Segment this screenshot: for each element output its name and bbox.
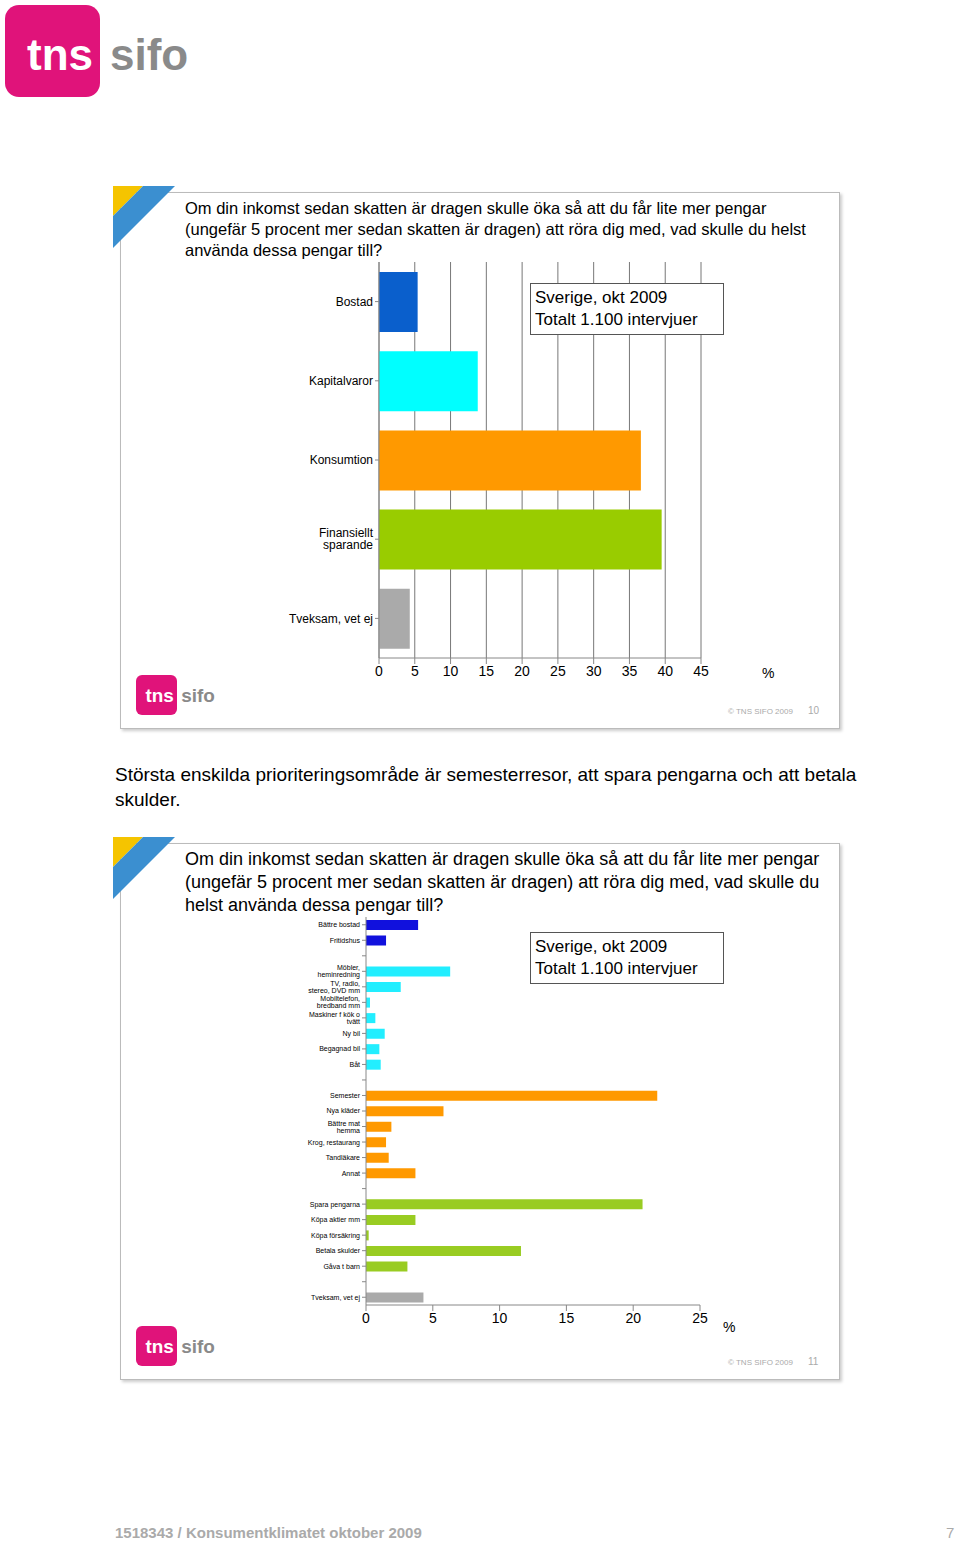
svg-text:0: 0	[375, 663, 383, 679]
svg-text:5: 5	[429, 1310, 437, 1326]
svg-text:Fritidshus: Fritidshus	[330, 937, 361, 944]
svg-text:Mobiltelefon,bredband mm: Mobiltelefon,bredband mm	[317, 995, 360, 1009]
html-text:© TNS SIFO 2009: © TNS SIFO 2009	[728, 1358, 793, 1367]
svg-text:20: 20	[625, 1310, 641, 1326]
svg-text:30: 30	[586, 663, 602, 679]
svg-text:Tveksam, vet ej: Tveksam, vet ej	[289, 612, 373, 626]
svg-text:10: 10	[443, 663, 459, 679]
svg-text:Semester: Semester	[330, 1092, 361, 1099]
svg-text:15: 15	[479, 663, 495, 679]
svg-text:10: 10	[492, 1310, 508, 1326]
svg-text:Maskiner f kök otvätt: Maskiner f kök otvätt	[309, 1011, 360, 1025]
html-text:Sverige, okt 2009: Sverige, okt 2009	[535, 937, 668, 956]
svg-text:Möbler,heminredning: Möbler,heminredning	[318, 964, 361, 979]
html-text:7: 7	[946, 1524, 955, 1541]
svg-text:20: 20	[514, 663, 530, 679]
html-text:tns sifo: tns sifo	[145, 1336, 215, 1357]
svg-text:25: 25	[550, 663, 566, 679]
html-text:Totalt 1.100 intervjuer: Totalt 1.100 intervjuer	[535, 310, 698, 329]
svg-text:Konsumtion: Konsumtion	[310, 453, 373, 467]
html-text:Största enskilda prioriterings: Största enskilda prioriteringsområde är …	[115, 764, 857, 810]
html-text:1518343 / Konsumentklimatet ok: 1518343 / Konsumentklimatet oktober 2009	[115, 1524, 422, 1541]
svg-text:45: 45	[693, 663, 709, 679]
svg-text:15: 15	[559, 1310, 575, 1326]
svg-text:5: 5	[411, 663, 419, 679]
svg-text:TV, radio,stereo, DVD mm: TV, radio,stereo, DVD mm	[308, 980, 360, 994]
html-text:Totalt 1.100 intervjuer: Totalt 1.100 intervjuer	[535, 959, 698, 978]
svg-text:Finansielltsparande: Finansielltsparande	[319, 526, 374, 552]
svg-text:Kapitalvaror: Kapitalvaror	[309, 374, 373, 388]
svg-text:40: 40	[657, 663, 673, 679]
svg-text:25: 25	[692, 1310, 708, 1326]
svg-text:Köpa försäkring: Köpa försäkring	[311, 1232, 360, 1240]
svg-text:Krog, restaurang: Krog, restaurang	[308, 1139, 360, 1147]
html-text:tns: tns	[27, 30, 93, 79]
svg-text:Nya kläder: Nya kläder	[327, 1107, 361, 1115]
svg-text:Ny bil: Ny bil	[342, 1030, 360, 1038]
html-text:Om din inkomst sedan skatten ä: Om din inkomst sedan skatten är dragen s…	[185, 849, 820, 915]
svg-text:Tandläkare: Tandläkare	[326, 1154, 360, 1161]
svg-text:0: 0	[362, 1310, 370, 1326]
svg-text:Spara pengarna: Spara pengarna	[310, 1201, 360, 1209]
svg-text:Köpa aktier mm: Köpa aktier mm	[311, 1216, 360, 1224]
svg-text:Annat: Annat	[342, 1170, 360, 1177]
html-text:© TNS SIFO 2009: © TNS SIFO 2009	[728, 707, 793, 716]
svg-text:Begagnad bil: Begagnad bil	[319, 1045, 360, 1053]
svg-text:Bostad: Bostad	[336, 295, 373, 309]
svg-text:Tveksam, vet ej: Tveksam, vet ej	[311, 1294, 360, 1302]
html-text:Om din inkomst sedan skatten ä: Om din inkomst sedan skatten är dragen s…	[185, 199, 806, 259]
svg-text:Betala skulder: Betala skulder	[316, 1247, 361, 1254]
html-text:11: 11	[808, 1356, 819, 1367]
svg-text:35: 35	[622, 663, 638, 679]
svg-text:Bättre mathemma: Bättre mathemma	[328, 1120, 360, 1134]
svg-text:Båt: Båt	[349, 1061, 360, 1068]
html-text:Sverige, okt 2009: Sverige, okt 2009	[535, 288, 668, 307]
html-text:tns sifo: tns sifo	[145, 685, 215, 706]
svg-text:Gåva t barn: Gåva t barn	[323, 1263, 360, 1270]
html-text:10: 10	[808, 705, 820, 716]
html-text:sifo: sifo	[110, 30, 189, 79]
svg-text:Bättre bostad: Bättre bostad	[318, 921, 360, 928]
